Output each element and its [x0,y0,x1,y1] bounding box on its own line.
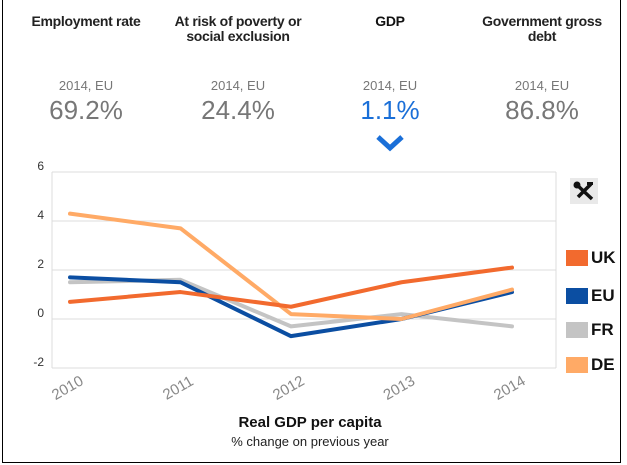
legend-label: UK [591,248,616,267]
tab-value: 24.4% [201,95,275,125]
tab-title: Government gross debt [482,13,602,44]
tab-subtitle: 2014, EU [362,78,418,93]
y-tick-label: 2 [37,257,44,271]
tab-value: 69.2% [49,95,123,125]
tab-gdp[interactable]: GDP 2014, EU 1.1% [315,13,465,152]
tools-button[interactable] [570,178,598,204]
chart-subtitle: % change on previous year [231,434,389,449]
x-tick-label: 2010 [49,372,86,403]
legend-swatch [566,288,588,304]
series-line-uk [68,265,514,309]
y-tick-label: 0 [37,306,44,320]
x-tick-label: 2012 [270,372,307,403]
legend-label: DE [591,355,615,374]
legend-swatch [566,250,588,266]
y-tick-label: -2 [33,355,44,369]
tab-subtitle: 2014, EU [514,78,570,93]
chart-title: Real GDP per capita [238,414,382,431]
legend-label: EU [591,286,615,305]
chevron-down-icon [376,135,404,152]
legend-swatch [566,357,588,373]
tab-subtitle: 2014, EU [210,78,266,93]
tab-employment-rate[interactable]: Employment rate 2014, EU 69.2% [11,14,161,126]
tools-icon [573,181,594,201]
legend-swatch [566,322,588,338]
tab-government-debt[interactable]: Government gross debt 2014, EU 86.8% [467,14,617,126]
legend-label: FR [591,320,614,339]
tab-value: 86.8% [505,95,579,125]
y-tick-label: 6 [37,159,44,173]
x-tick-label: 2013 [381,372,418,403]
indicator-tabs: Employment rate 2014, EU 69.2% At risk o… [3,14,619,164]
x-tick-label: 2014 [491,372,528,403]
tab-value: 1.1% [360,95,420,125]
tab-title: Employment rate [31,13,141,29]
x-tick-label: 2011 [160,373,196,404]
tab-subtitle: 2014, EU [58,78,114,93]
y-tick-label: 4 [37,208,44,222]
series-line-de [68,211,514,321]
tab-title: At risk of poverty or social exclusion [174,13,302,44]
tab-title: GDP [375,13,405,29]
tab-poverty[interactable]: At risk of poverty or social exclusion 2… [163,14,313,126]
